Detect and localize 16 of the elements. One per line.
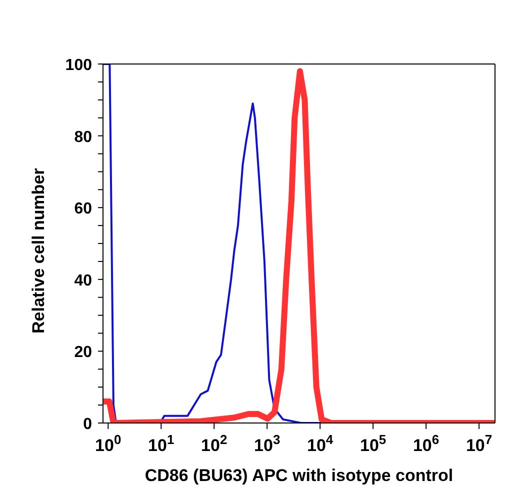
x-tick-label: 10$^{5}$ — [360, 432, 386, 455]
x-tick-label: 10$^{7}$ — [466, 432, 492, 455]
y-tick-label: 80 — [74, 128, 92, 146]
y-tick-label: 0 — [83, 416, 92, 433]
x-tick-label: 10$^{6}$ — [412, 432, 440, 455]
y-tick-label: 100 — [65, 57, 92, 74]
y-tick-label: 20 — [74, 344, 92, 362]
x-tick-label: 10$^{1}$ — [148, 432, 174, 455]
x-tick-label: 10$^{0}$ — [95, 432, 122, 455]
x-tick-label: 10$^{4}$ — [307, 432, 334, 455]
x-axis-title: CD86 (BU63) APC with isotype control — [144, 466, 454, 485]
y-axis-title: Relative cell number — [29, 168, 48, 334]
y-tick-label: 40 — [74, 272, 92, 290]
y-tick-label: 60 — [74, 200, 92, 218]
x-tick-label: 10$^{3}$ — [254, 432, 280, 455]
x-tick-label: 10$^{2}$ — [201, 432, 228, 455]
